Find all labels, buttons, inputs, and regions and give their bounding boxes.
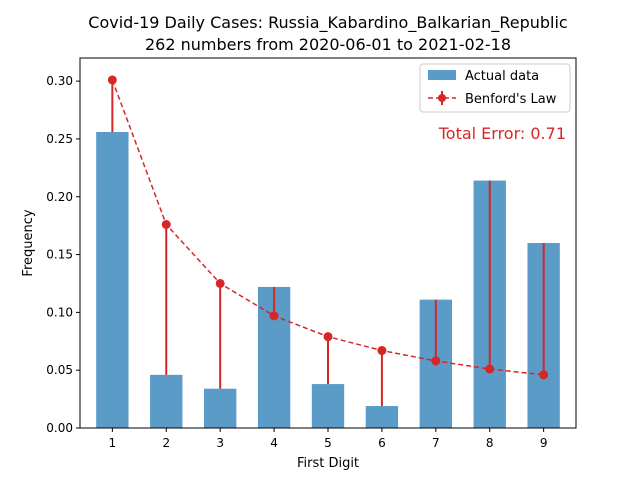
x-tick-label: 2 bbox=[162, 436, 170, 450]
y-tick-label: 0.05 bbox=[46, 363, 73, 377]
y-axis-label: Frequency bbox=[21, 209, 36, 276]
legend-swatch-actual bbox=[428, 70, 456, 80]
plot-area: 0.00 0.05 0.10 0.15 0.20 0.25 0.30 1 2 3 4 5 6 7 8 9 bbox=[46, 74, 560, 450]
bar-digit-2 bbox=[150, 374, 183, 428]
x-tick-label: 1 bbox=[109, 436, 117, 450]
x-tick-label: 4 bbox=[270, 436, 278, 450]
legend-box bbox=[419, 63, 571, 113]
y-tick-label: 0.00 bbox=[46, 421, 73, 435]
benford-point-digit-3 bbox=[215, 278, 225, 288]
chart-title: Covid-19 Daily Cases: Russia_Kabardino_B… bbox=[88, 13, 567, 33]
benford-point-digit-2 bbox=[161, 220, 171, 229]
benford-point-digit-1 bbox=[107, 75, 117, 85]
legend-swatch-benford-marker bbox=[438, 94, 446, 102]
y-tick-label: 0.20 bbox=[46, 190, 73, 204]
benford-point-digit-8 bbox=[485, 364, 495, 374]
legend-label-benford: Benford's Law bbox=[465, 92, 557, 107]
x-axis-label: First Digit bbox=[297, 456, 359, 471]
axes-frame bbox=[79, 57, 577, 429]
benford-point-digit-6 bbox=[377, 346, 387, 356]
y-tick-label: 0.10 bbox=[46, 305, 73, 319]
benford-point-digit-5 bbox=[323, 332, 333, 342]
bar-digit-3 bbox=[204, 388, 237, 428]
x-tick-label: 6 bbox=[378, 436, 386, 450]
x-tick-label: 3 bbox=[216, 436, 224, 450]
total-error-annotation: Total Error: 0.71 bbox=[438, 124, 566, 143]
legend-label-actual: Actual data bbox=[465, 69, 539, 84]
benford-point-digit-9 bbox=[539, 370, 549, 380]
y-tick-label: 0.15 bbox=[46, 248, 73, 262]
bar-digit-5 bbox=[311, 384, 345, 428]
bar-digit-6 bbox=[365, 406, 399, 428]
benford-point-digit-4 bbox=[269, 311, 279, 321]
x-tick-label: 5 bbox=[324, 436, 332, 450]
y-tick-label: 0.30 bbox=[46, 74, 73, 88]
x-tick-label: 8 bbox=[486, 436, 494, 450]
chart-subtitle: 262 numbers from 2020-06-01 to 2021-02-1… bbox=[145, 35, 511, 54]
x-tick-label: 9 bbox=[540, 436, 548, 450]
y-tick-label: 0.25 bbox=[46, 132, 73, 146]
legend: Actual data Benford's Law bbox=[419, 63, 571, 113]
benford-point-digit-7 bbox=[431, 356, 441, 366]
bar-digit-1 bbox=[96, 132, 129, 428]
x-tick-label: 7 bbox=[432, 436, 440, 450]
